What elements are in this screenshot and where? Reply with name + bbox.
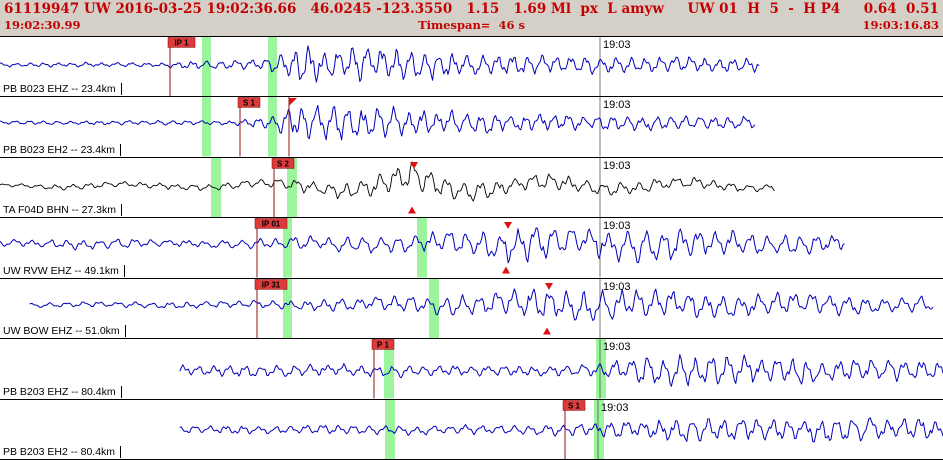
trace-label: UW BOW EHZ -- 51.0km xyxy=(3,325,126,338)
phase-pick-label: S 2 xyxy=(277,159,290,168)
pick-window-highlight xyxy=(202,37,211,97)
minute-mark-label: 19:03 xyxy=(603,160,631,172)
trace-label: PB B023 EH2 -- 23.4km xyxy=(3,143,122,156)
phase-pick-marker[interactable] xyxy=(271,158,295,169)
time-axis-info: 19:02:30.99 Timespan= 46 s 19:03:16.83 xyxy=(4,18,939,33)
waveform-plot: IP 31 19:03 xyxy=(29,278,934,339)
phase-pick-marker[interactable] xyxy=(371,339,395,350)
pick-window-highlight xyxy=(417,218,427,278)
waveform-plot: IP 1 19:03 xyxy=(0,37,760,97)
phase-pick-label: IP 31 xyxy=(262,280,281,289)
pick-window-highlight xyxy=(202,97,211,157)
pick-window-highlight xyxy=(385,399,395,459)
seismogram-waveform xyxy=(0,161,775,202)
seismogram-waveform xyxy=(29,288,934,321)
phase-pick-label: P 1 xyxy=(377,341,389,350)
pick-window-highlight xyxy=(268,97,277,157)
trace-row-5[interactable]: P 1 19:03 PB B203 EHZ -- 80.4km xyxy=(0,339,943,400)
phase-pick-label: S 1 xyxy=(568,401,581,410)
amplitude-marker-down-icon[interactable] xyxy=(545,282,553,290)
waveform-plot: S 2 19:03 xyxy=(0,157,775,218)
pick-window-highlight xyxy=(211,157,221,218)
minute-mark-label: 19:03 xyxy=(603,341,631,353)
phase-pick-marker[interactable] xyxy=(254,278,288,290)
amplitude-marker-up-icon[interactable] xyxy=(408,206,416,214)
trace-row-6[interactable]: S 1 19:03 PB B203 EH2 -- 80.4km xyxy=(0,399,943,460)
minute-mark-label: 19:03 xyxy=(601,401,629,413)
phase-pick-label: S 1 xyxy=(243,99,256,108)
minute-mark-label: 19:03 xyxy=(603,281,631,293)
trace-row-4[interactable]: IP 31 19:03 UW BOW EHZ -- 51.0km xyxy=(0,278,943,340)
phase-pick-label: IP 1 xyxy=(174,38,189,47)
trace-row-0[interactable]: IP 1 19:03 PB B023 EHZ -- 23.4km xyxy=(0,37,943,98)
minute-mark-label: 19:03 xyxy=(603,39,631,51)
pick-flag-icon xyxy=(289,98,297,107)
pick-window-highlight xyxy=(429,278,439,339)
trace-label: PB B203 EHZ -- 80.4km xyxy=(3,385,122,398)
pick-window-highlight xyxy=(596,339,606,399)
seismogram-waveform xyxy=(0,227,845,264)
waveform-plot: S 1 19:03 xyxy=(179,399,943,459)
phase-pick-marker[interactable] xyxy=(167,37,196,48)
seismogram-waveform xyxy=(0,45,760,83)
waveform-plot: S 1 19:03 xyxy=(0,97,756,157)
phase-pick-marker[interactable] xyxy=(254,218,288,229)
event-summary: 61119947 UW 2016-03-25 19:02:36.66 46.02… xyxy=(4,1,939,17)
trace-label: TA F04D BHN -- 27.3km xyxy=(3,204,122,217)
phase-pick-marker[interactable] xyxy=(237,97,261,109)
seismogram-waveform xyxy=(0,105,756,141)
amplitude-marker-up-icon[interactable] xyxy=(543,327,551,335)
trace-row-3[interactable]: IP 01 19:03 UW RVW EHZ -- 49.1km xyxy=(0,218,943,279)
pick-window-highlight xyxy=(268,37,277,97)
trace-label: UW RVW EHZ -- 49.1km xyxy=(3,264,125,277)
amplitude-marker-down-icon[interactable] xyxy=(504,222,512,230)
trace-row-1[interactable]: S 1 19:03 PB B023 EH2 -- 23.4km xyxy=(0,97,943,158)
trace-label: PB B203 EH2 -- 80.4km xyxy=(3,445,122,458)
minute-mark-label: 19:03 xyxy=(603,99,631,111)
window-end-time: 19:03:16.83 xyxy=(862,18,939,32)
window-start-time: 19:02:30.99 xyxy=(4,18,81,32)
phase-pick-label: IP 01 xyxy=(262,220,281,229)
amplitude-marker-down-icon[interactable] xyxy=(410,161,418,169)
timespan-label: Timespan= 46 s xyxy=(418,18,525,32)
trace-label: PB B023 EHZ -- 23.4km xyxy=(3,83,122,96)
seismogram-waveform xyxy=(179,416,943,443)
pick-window-highlight xyxy=(283,218,292,278)
header: 61119947 UW 2016-03-25 19:02:36.66 46.02… xyxy=(0,0,943,36)
waveform-plot: IP 01 19:03 xyxy=(0,218,845,278)
seismogram-waveform xyxy=(179,354,943,387)
phase-pick-marker[interactable] xyxy=(562,399,586,411)
trace-area: IP 1 19:03 PB B023 EHZ -- 23.4km S 1 19:03 PB… xyxy=(0,36,943,460)
pick-window-highlight xyxy=(287,157,297,218)
trace-row-2[interactable]: S 2 19:03 TA F04D BHN -- 27.3km xyxy=(0,157,943,219)
pick-window-highlight xyxy=(283,278,292,339)
amplitude-marker-up-icon[interactable] xyxy=(502,266,510,274)
pick-window-highlight xyxy=(384,339,394,399)
minute-mark-label: 19:03 xyxy=(603,220,631,232)
waveform-plot: P 1 19:03 xyxy=(179,339,943,399)
